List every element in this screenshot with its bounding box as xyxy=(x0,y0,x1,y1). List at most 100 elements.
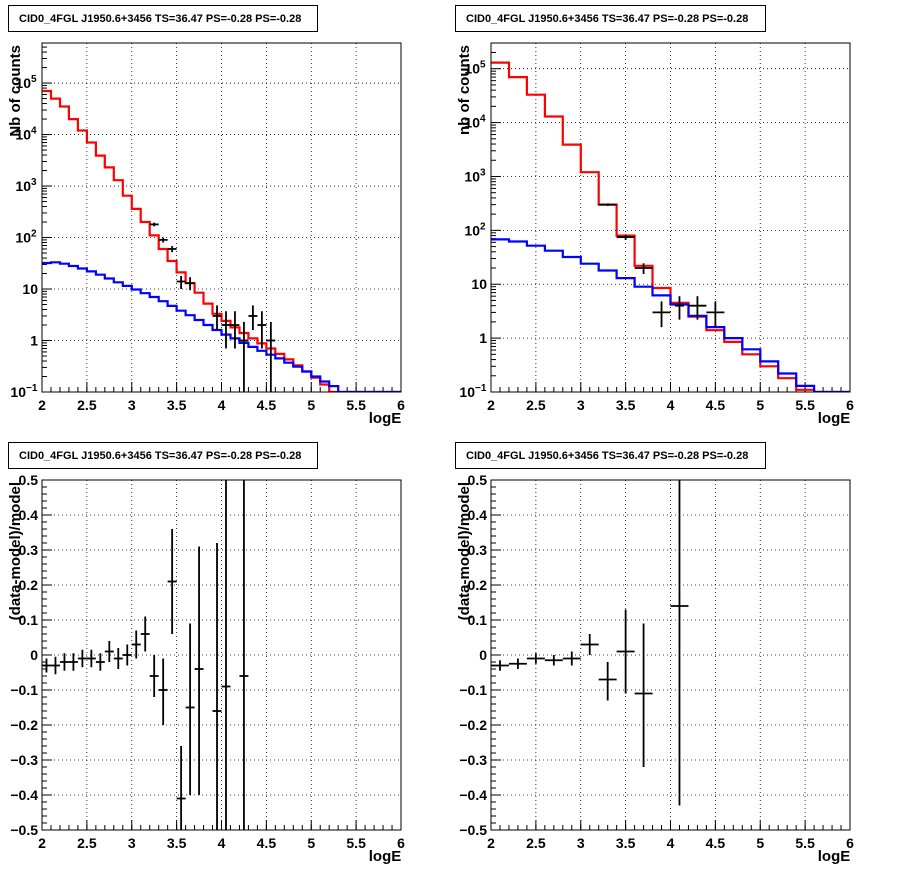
x-tick-label: 5 xyxy=(756,835,764,851)
y-tick-label: 10 xyxy=(459,384,475,400)
y-axis-label: (data-model)/model xyxy=(7,482,24,620)
y-tick-exponent: 4 xyxy=(31,126,37,137)
chart-panel-bottom-left: 2 2.5 3 3.5 4 4.5 5 5.5 6 −0.5 −0.4 −0.3 −0.2 −0.1 0 0.… xyxy=(7,472,405,865)
x-tick-label: 2 xyxy=(487,397,495,413)
chart-panel-bottom-right: 2 2.5 3 3.5 4 4.5 5 5.5 6 −0.5 −0.4 −0.3 −0.2 −0.1 0 0.… xyxy=(456,472,854,865)
y-tick-label: −0.4 xyxy=(10,787,38,803)
x-tick-label: 3.5 xyxy=(167,835,187,851)
y-tick-exponent: 5 xyxy=(480,60,486,71)
x-tick-label: 3 xyxy=(577,835,585,851)
y-tick-label: 10 xyxy=(15,75,31,91)
plot-frame xyxy=(41,479,402,831)
y-tick-label: 10 xyxy=(464,222,480,238)
x-axis-label: logE xyxy=(369,410,402,427)
y-tick-label: 0.4 xyxy=(19,507,39,523)
plot-frame xyxy=(490,479,851,831)
x-tick-label: 4.5 xyxy=(257,835,277,851)
y-tick-label: 10 xyxy=(22,281,38,297)
y-tick-label: −0.5 xyxy=(459,822,487,838)
x-axis-label: logE xyxy=(818,410,851,427)
x-tick-label: 4.5 xyxy=(706,835,726,851)
y-tick-label: 10 xyxy=(464,61,480,77)
y-tick-label: 10 xyxy=(464,168,480,184)
x-tick-label: 2 xyxy=(38,835,46,851)
x-tick-label: 2 xyxy=(487,835,495,851)
x-tick-label: 5.5 xyxy=(346,397,366,413)
x-tick-label: 4.5 xyxy=(257,397,277,413)
x-tick-label: 3 xyxy=(128,397,136,413)
y-tick-label: 0.1 xyxy=(19,612,39,628)
x-tick-label: 5 xyxy=(756,397,764,413)
y-tick-label: −0.4 xyxy=(459,787,487,803)
x-tick-label: 6 xyxy=(397,835,405,851)
y-tick-exponent: 3 xyxy=(480,167,486,178)
y-tick-label: 0.5 xyxy=(19,472,39,488)
y-axis-label: (data-model)/model xyxy=(456,482,473,620)
y-tick-label: 0.1 xyxy=(468,612,488,628)
x-axis-label: logE xyxy=(369,848,402,865)
x-tick-label: 2.5 xyxy=(77,835,97,851)
y-tick-exponent: 2 xyxy=(31,229,37,240)
x-tick-label: 3 xyxy=(128,835,136,851)
x-tick-label: 6 xyxy=(846,397,854,413)
y-tick-label: 10 xyxy=(15,178,31,194)
y-tick-label: 10 xyxy=(15,127,31,143)
x-tick-label: 3.5 xyxy=(167,397,187,413)
x-tick-label: 5 xyxy=(307,397,315,413)
y-tick-label: 10 xyxy=(471,276,487,292)
x-tick-label: 6 xyxy=(397,397,405,413)
chart-title: CID0_4FGL J1950.6+3456 TS=36.47 PS=-0.28… xyxy=(8,5,318,32)
y-tick-exponent: 2 xyxy=(480,221,486,232)
x-tick-label: 3.5 xyxy=(616,397,636,413)
x-tick-label: 4 xyxy=(218,397,226,413)
x-tick-label: 5.5 xyxy=(795,397,815,413)
y-tick-label: 10 xyxy=(10,384,26,400)
chart-title: CID0_4FGL J1950.6+3456 TS=36.47 PS=-0.28… xyxy=(455,5,766,32)
y-tick-label: −0.2 xyxy=(10,717,38,733)
y-axis-label: Nb of counts xyxy=(7,45,24,137)
x-tick-label: 2.5 xyxy=(526,835,546,851)
y-tick-exponent: 5 xyxy=(31,74,37,85)
y-tick-label: 10 xyxy=(464,115,480,131)
background-model-histogram xyxy=(42,261,401,392)
y-tick-label: −0.2 xyxy=(459,717,487,733)
x-tick-label: 3.5 xyxy=(616,835,636,851)
x-axis-label: logE xyxy=(818,848,851,865)
model-total-histogram xyxy=(42,89,401,392)
x-tick-label: 4.5 xyxy=(706,397,726,413)
x-tick-label: 6 xyxy=(846,835,854,851)
y-tick-label: 1 xyxy=(30,333,38,349)
y-tick-label: −0.5 xyxy=(10,822,38,838)
chart-title: CID0_4FGL J1950.6+3456 TS=36.47 PS=-0.28… xyxy=(8,442,318,469)
y-tick-label: 0.2 xyxy=(468,577,488,593)
y-tick-label: −0.1 xyxy=(10,682,38,698)
x-tick-label: 2.5 xyxy=(526,397,546,413)
y-tick-exponent: 4 xyxy=(480,114,486,125)
y-tick-exponent: −1 xyxy=(26,383,38,394)
x-tick-label: 3 xyxy=(577,397,585,413)
y-tick-label: 0.3 xyxy=(19,542,39,558)
y-tick-exponent: −1 xyxy=(475,383,487,394)
y-tick-exponent: 3 xyxy=(31,177,37,188)
y-tick-label: −0.3 xyxy=(459,752,487,768)
background-model-histogram xyxy=(491,238,850,392)
x-tick-label: 4 xyxy=(667,397,675,413)
x-tick-label: 4 xyxy=(667,835,675,851)
y-tick-label: 10 xyxy=(15,230,31,246)
y-tick-label: 0.2 xyxy=(19,577,39,593)
y-tick-label: −0.3 xyxy=(10,752,38,768)
x-tick-label: 4 xyxy=(218,835,226,851)
x-tick-label: 5 xyxy=(307,835,315,851)
chart-title: CID0_4FGL J1950.6+3456 TS=36.47 PS=-0.28… xyxy=(455,442,766,469)
plot-frame xyxy=(41,42,402,393)
y-tick-label: 1 xyxy=(479,330,487,346)
y-tick-label: 0.5 xyxy=(468,472,488,488)
x-tick-label: 5.5 xyxy=(795,835,815,851)
y-axis-label: nb of counts xyxy=(456,45,473,135)
x-tick-label: 5.5 xyxy=(346,835,366,851)
x-tick-label: 2 xyxy=(38,397,46,413)
plot-frame xyxy=(490,42,851,393)
y-tick-label: 0 xyxy=(479,647,487,663)
